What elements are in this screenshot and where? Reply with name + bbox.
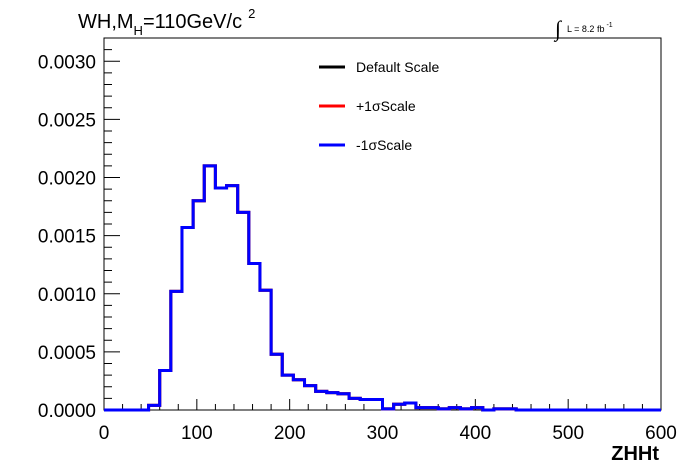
title-superscript: 2 — [248, 6, 255, 21]
plot-frame — [103, 37, 662, 411]
x-tick-label: 200 — [274, 423, 306, 444]
chart-title: WH,MH=110GeV/c 2 — [78, 6, 255, 38]
x-tick-label: 500 — [552, 423, 584, 444]
legend: Default Scale +1σScale -1σScale — [319, 59, 439, 153]
y-tick-label: 0.0020 — [38, 169, 96, 190]
svg-text:WH,MH=110GeV/c2: WH,MH=110GeV/c 2 — [78, 6, 255, 38]
lumi-value: L = 8.2 fb — [567, 24, 604, 34]
series-line-2 — [104, 164, 661, 412]
x-tick-label: 100 — [181, 423, 213, 444]
y-tick-label: 0.0000 — [38, 401, 96, 422]
y-tick-label: 0.0010 — [38, 285, 96, 306]
y-tick-label: 0.0030 — [38, 52, 96, 73]
integral-symbol: ∫ — [553, 16, 563, 42]
y-tick-label: 0.0015 — [38, 227, 96, 248]
y-tick-label: 0.0005 — [38, 343, 96, 364]
lumi-superscript: -1 — [606, 22, 612, 29]
svg-text:L = 8.2 fb-1: L = 8.2 fb -1 — [567, 22, 613, 34]
title-main: WH,M — [78, 11, 134, 33]
legend-label-minus1sigma: -1σScale — [356, 137, 412, 153]
title-subscript: H — [134, 23, 143, 38]
legend-label-plus1sigma: +1σScale — [356, 98, 416, 114]
title-rest: =110GeV/c — [143, 11, 242, 33]
x-axis-label: ZHHt — [611, 443, 659, 465]
y-axis: 0.0000 0.0005 0.0010 0.0015 0.0020 0.0025 0.00… — [38, 37, 120, 422]
x-tick-label: 0 — [99, 423, 110, 444]
x-tick-label: 400 — [459, 423, 491, 444]
x-tick-label: 600 — [645, 423, 677, 444]
series-layer — [104, 164, 661, 412]
luminosity-label: ∫ L = 8.2 fb -1 — [553, 16, 613, 42]
x-tick-label: 300 — [367, 423, 399, 444]
y-tick-label: 0.0025 — [38, 110, 96, 131]
legend-label-default: Default Scale — [356, 59, 439, 75]
